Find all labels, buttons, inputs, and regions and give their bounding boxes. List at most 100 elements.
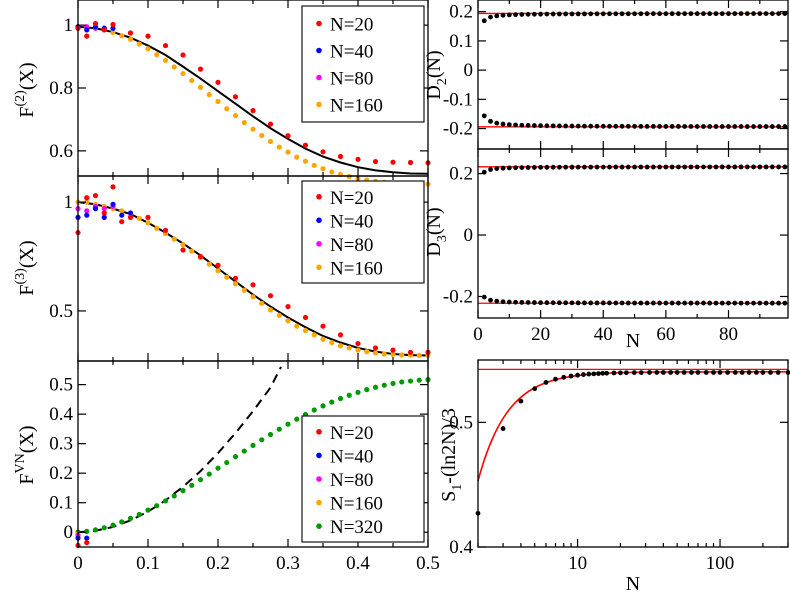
short-distance-curve [77,366,282,534]
y-tick-label: 0.2 [449,164,473,185]
data-point-lower [563,300,569,306]
data-point-upper [506,165,512,171]
data-point-lower [776,124,782,129]
data-point-upper [694,164,700,170]
data-point-n160 [119,33,125,39]
data-point-n160 [302,327,309,334]
data-point-upper [738,11,744,17]
data-point-n320 [294,416,300,422]
data-point-upper [701,164,706,170]
data-point-n20 [84,539,90,546]
data-point-n20 [84,33,90,39]
data-point-n160 [171,64,177,70]
data-point-n160 [329,169,335,175]
data-point-upper [632,164,637,170]
y-tick-label: 0.3 [49,434,73,455]
data-point [604,370,610,376]
data-point-n160 [189,77,195,84]
data-point-n160 [259,300,265,306]
data-point-lower [481,113,487,119]
data-point-lower [613,123,619,129]
data-point-upper [726,11,731,17]
data-point-upper [769,11,775,16]
data-point-upper [613,164,619,170]
y-tick-label: 0.2 [49,463,73,484]
data-point-n160 [84,199,90,205]
data-point [711,370,716,375]
data-point-n160 [329,339,335,346]
data-point-lower [557,300,562,306]
data-point-lower [500,299,506,305]
legend-label: N=160 [330,494,383,515]
data-point-n320 [189,482,195,488]
data-point [518,398,524,404]
legend-marker [316,264,322,271]
data-point-n20 [232,275,239,281]
data-point-upper [763,11,769,16]
data-point-n160 [294,154,300,160]
data-point-lower [769,300,775,306]
data-point-upper [707,11,713,17]
data-point-upper [563,11,569,17]
data-point-upper [776,11,782,16]
data-point-n20 [250,282,256,288]
data-point-n160 [224,106,230,112]
data-point-n20 [267,121,274,127]
data-point-upper [481,18,487,24]
data-point-lower [663,124,669,129]
data-point-upper [625,164,631,170]
data-point-n320 [101,525,107,531]
data-point-n160 [180,241,186,248]
data-point-lower [751,124,756,129]
data-point-n320 [285,421,291,427]
data-point [591,371,597,377]
data-point-upper [488,14,493,20]
legend-marker [316,193,322,200]
data-point-n20 [337,332,344,338]
data-point-n160 [215,98,221,105]
x-tick-label: 0.3 [276,553,300,574]
data-point-n320 [92,527,99,533]
data-point-n160 [189,248,195,254]
data-point-n80 [101,206,107,212]
data-point-n160 [381,351,387,357]
y-axis-label-tail: -(ln2N)/3 [438,408,460,484]
data-point-lower [782,124,788,129]
data-point-n40 [84,27,90,33]
data-point-lower [575,300,581,306]
data-point [581,372,586,377]
data-point-n160 [320,336,326,342]
y-tick-label: 1 [64,192,74,213]
data-point [623,370,629,376]
data-point-lower [557,123,562,129]
data-point-lower [763,300,769,306]
data-point-upper [513,165,518,171]
data-point-upper [488,167,493,172]
data-point-n160 [276,144,282,150]
data-point-lower [669,300,675,306]
data-point-n20 [320,323,326,329]
data-point-upper [513,12,518,18]
data-point-n40 [92,206,99,212]
data-point-lower [713,300,719,306]
data-point [568,373,574,379]
y-tick-label: -0.2 [443,286,473,307]
data-point-lower [650,124,656,129]
data-point-upper [650,11,656,17]
data-point-lower [550,123,556,129]
data-point-lower [569,300,575,306]
legend-label: N=160 [330,96,383,117]
data-point-n160 [241,287,247,293]
data-point-upper [763,164,769,170]
legend-label: N=80 [330,69,373,90]
x-tick-label: 0 [73,553,83,574]
data-point-upper [575,164,581,170]
data-point-n20 [127,30,134,36]
data-point-lower [582,123,587,129]
y-axis-label-sub: 1 [450,484,465,491]
data-point-upper [582,164,587,170]
data-point-upper [538,11,544,17]
data-point-lower [738,124,744,129]
data-point-lower [600,123,606,129]
